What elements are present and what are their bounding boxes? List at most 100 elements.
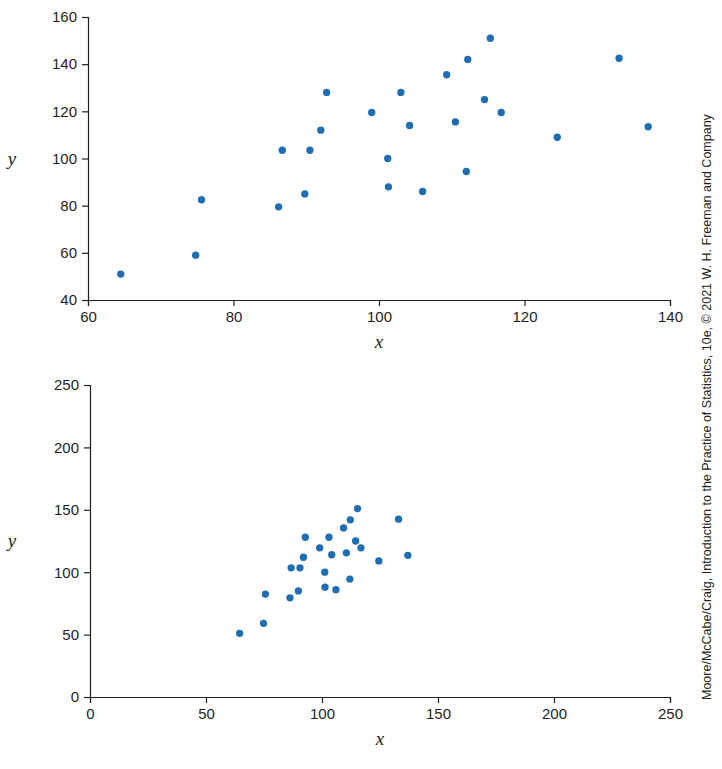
x-axis: 60 80 100 120 140 — [80, 300, 683, 325]
y-tick: 150 — [54, 501, 90, 518]
y-axis: 406080100120140160 — [52, 8, 89, 308]
scatter-chart: 6080100120140406080100120140160xy — [6, 8, 683, 352]
point — [395, 516, 402, 523]
x-tick: 140 — [658, 300, 683, 325]
y-tick-mark — [82, 17, 88, 18]
x-axis: 0 50 100 150 200 250 — [86, 697, 683, 722]
x-tick: 100 — [310, 697, 335, 722]
point — [328, 551, 335, 558]
y-tick-mark — [84, 385, 90, 386]
x-tick: 200 — [542, 697, 567, 722]
point — [346, 575, 353, 582]
point — [321, 584, 328, 591]
x-tick-label: 140 — [658, 308, 683, 325]
x-tick: 120 — [512, 300, 537, 325]
point — [343, 549, 350, 556]
y-tick-mark — [84, 697, 90, 698]
x-tick: 250 — [658, 697, 683, 722]
y-tick-label: 140 — [52, 55, 77, 72]
point — [375, 557, 382, 564]
x-tick-mark — [206, 697, 207, 703]
point — [192, 252, 199, 259]
y-tick: 50 — [62, 626, 90, 643]
y-tick-label: 100 — [54, 564, 79, 581]
scatter-chart: 0 50 100 150 200 250 0 50 100 150 200 250 x y — [6, 376, 683, 749]
x-tick-mark — [670, 697, 671, 703]
x-tick-mark — [554, 697, 555, 703]
x-tick: 0 — [86, 697, 94, 722]
y-tick: 60 — [60, 244, 88, 261]
point — [325, 534, 332, 541]
x-tick-label: 200 — [542, 705, 567, 722]
y-tick-mark — [84, 447, 90, 448]
point — [385, 183, 392, 190]
y-tick-label: 0 — [71, 688, 79, 705]
x-tick-mark — [438, 697, 439, 703]
point — [286, 594, 293, 601]
point — [419, 188, 426, 195]
point — [487, 35, 494, 42]
x-tick-label: 100 — [310, 705, 335, 722]
y-tick-label: 250 — [54, 376, 79, 393]
x-tick: 150 — [426, 697, 451, 722]
x-tick-label: 250 — [658, 705, 683, 722]
y-tick: 160 — [52, 8, 88, 25]
y-tick: 250 — [54, 376, 90, 393]
point — [275, 203, 282, 210]
y-tick-label: 160 — [52, 8, 77, 25]
point — [354, 505, 361, 512]
point — [615, 55, 622, 62]
point — [287, 564, 294, 571]
point — [404, 552, 411, 559]
y-tick-label: 40 — [60, 291, 77, 308]
point — [306, 147, 313, 154]
credit: Moore/McCabe/Craig, Introduction to the … — [700, 113, 714, 700]
x-tick: 80 — [226, 300, 243, 325]
x-tick-label: 100 — [367, 308, 392, 325]
y-tick-label: 50 — [62, 626, 79, 643]
x-tick: 50 — [198, 697, 215, 722]
point — [279, 147, 286, 154]
y-tick: 40 — [60, 291, 88, 308]
y-tick-mark — [84, 572, 90, 573]
point — [300, 554, 307, 561]
point — [332, 586, 339, 593]
y-tick-mark — [82, 111, 88, 112]
point — [443, 71, 450, 78]
y-axis: 0 50 100 150 200 250 — [54, 376, 91, 705]
y-tick: 80 — [60, 197, 88, 214]
point — [352, 537, 359, 544]
x-tick-label: 80 — [226, 308, 243, 325]
y-tick: 0 — [71, 688, 90, 705]
x-tick-mark — [524, 300, 525, 306]
x-tick-label: 0 — [86, 705, 94, 722]
y-tick-mark — [82, 158, 88, 159]
points — [117, 35, 652, 278]
y-tick-mark — [82, 300, 88, 301]
point — [323, 89, 330, 96]
point — [554, 134, 561, 141]
y-axis-title: y — [6, 148, 17, 169]
y-axis-title: y — [6, 530, 17, 551]
y-tick-mark — [84, 510, 90, 511]
point — [198, 196, 205, 203]
point — [296, 564, 303, 571]
point — [317, 127, 324, 134]
x-tick-mark — [379, 300, 380, 306]
x-tick: 60 — [80, 300, 97, 325]
x-axis-line — [91, 698, 671, 704]
y-axis-line — [84, 386, 91, 698]
point — [498, 109, 505, 116]
y-tick-label: 60 — [60, 244, 77, 261]
y-tick: 120 — [52, 103, 88, 120]
point — [340, 524, 347, 531]
point — [347, 516, 354, 523]
y-tick-mark — [82, 253, 88, 254]
point — [236, 630, 243, 637]
x-axis-title: x — [375, 728, 385, 749]
y-tick-label: 200 — [54, 439, 79, 456]
x-axis-title: x — [374, 331, 384, 352]
point — [464, 56, 471, 63]
point — [481, 96, 488, 103]
x-tick-mark — [322, 697, 323, 703]
